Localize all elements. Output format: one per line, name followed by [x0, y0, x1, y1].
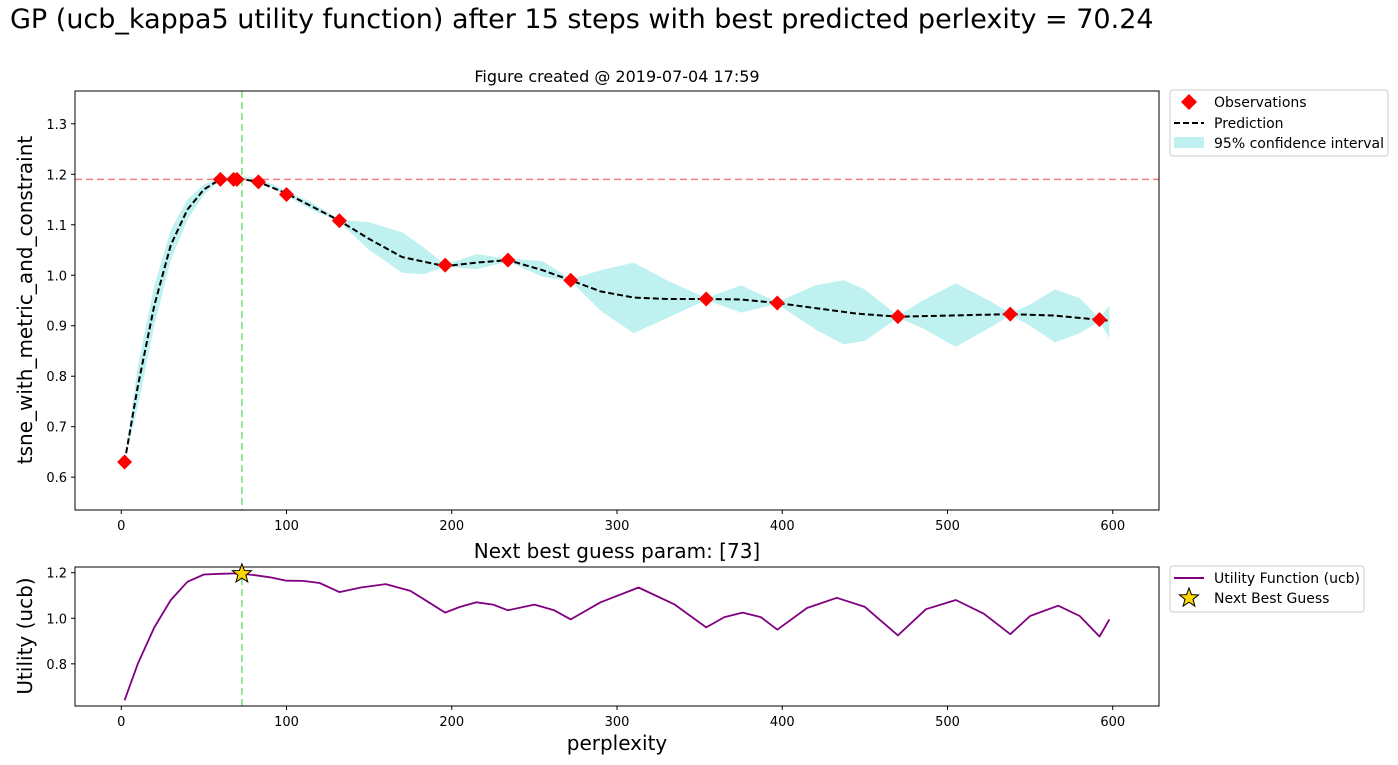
y-tick-label: 1.1 [46, 219, 67, 234]
x-tick-label: 0 [117, 519, 125, 534]
figure-suptitle: GP (ucb_kappa5 utility function) after 1… [10, 4, 1154, 35]
x-tick-label: 400 [770, 715, 795, 730]
gp-axes-title: Figure created @ 2019-07-04 17:59 [474, 67, 759, 86]
legend-observations-marker [1181, 94, 1197, 110]
y-tick-label: 1.3 [46, 118, 67, 133]
x-tick-label: 600 [1100, 715, 1125, 730]
x-tick-label: 100 [274, 715, 299, 730]
x-tick-label: 100 [274, 519, 299, 534]
x-tick-label: 200 [439, 715, 464, 730]
y-tick-label: 0.8 [46, 658, 67, 673]
legend-prediction-label: Prediction [1214, 116, 1284, 132]
x-tick-label: 500 [935, 519, 960, 534]
confidence-band [124, 176, 1110, 463]
y-tick-label: 0.8 [46, 370, 67, 385]
observation-point [117, 454, 133, 470]
observation-point [279, 186, 295, 202]
observation-point [212, 171, 228, 187]
gp-prediction-axes: 0 100 200 300 400 500 600 0.6 0.7 0.8 0.9 1.0 1.1 1.2… [13, 67, 1389, 534]
legend-utility-label: Utility Function (ucb) [1214, 571, 1360, 587]
observation-point [769, 295, 785, 311]
legend-confidence-label: 95% confidence interval [1214, 136, 1384, 152]
observation-point [500, 252, 516, 268]
observation-point [331, 213, 347, 229]
x-tick-label: 400 [770, 519, 795, 534]
x-tick-label: 300 [605, 715, 630, 730]
observation-point [437, 257, 453, 273]
observation-point [1002, 306, 1018, 322]
utility-y-axis-label: Utility (ucb) [13, 577, 37, 694]
utility-line [123, 572, 1111, 701]
y-tick-label: 1.0 [46, 269, 67, 284]
y-tick-label: 1.2 [46, 168, 67, 183]
legend-observations-label: Observations [1214, 95, 1307, 111]
x-tick-label: 300 [605, 519, 630, 534]
legend-next-best-label: Next Best Guess [1214, 591, 1329, 607]
y-tick-label: 1.2 [46, 567, 67, 582]
legend-confidence-swatch [1174, 137, 1204, 148]
x-tick-label: 0 [117, 715, 125, 730]
observation-point [890, 309, 906, 325]
next-best-star [231, 562, 253, 584]
x-tick-label: 600 [1100, 519, 1125, 534]
y-tick-label: 0.6 [46, 471, 67, 486]
utility-legend-frame [1169, 565, 1365, 613]
utility-axes-frame [74, 566, 1160, 707]
observation-point [250, 174, 266, 190]
y-tick-label: 0.7 [46, 421, 67, 436]
gp-legend-frame [1169, 89, 1389, 157]
gp-y-axis-label: tsne_with_metric_and_constraint [13, 136, 37, 465]
utility-axes-title: Next best guess param: [73] [474, 539, 761, 563]
observation-point [698, 291, 714, 307]
prediction-line [123, 177, 1110, 463]
y-tick-label: 1.0 [46, 612, 67, 627]
legend-next-best-marker [1178, 586, 1200, 608]
utility-x-axis-label: perplexity [567, 731, 668, 755]
y-tick-label: 0.9 [46, 320, 67, 335]
utility-axes: 0 100 200 300 400 500 600 0.8 1.0 1.2 Next best g… [13, 539, 1365, 755]
observation-point [563, 272, 579, 288]
gp-legend: Observations Prediction 95% confidence i… [1169, 89, 1389, 157]
x-tick-label: 500 [935, 715, 960, 730]
x-tick-label: 200 [439, 519, 464, 534]
utility-legend: Utility Function (ucb) Next Best Guess [1169, 565, 1365, 613]
observation-point [229, 171, 245, 187]
observation-point [1092, 312, 1108, 328]
